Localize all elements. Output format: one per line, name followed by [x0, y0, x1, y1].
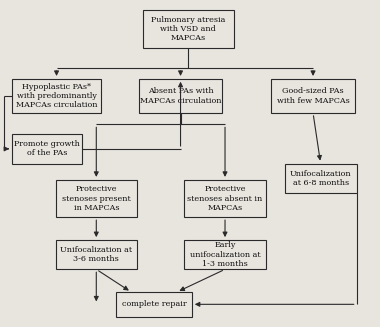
Bar — [12, 134, 82, 164]
Bar — [12, 79, 101, 113]
Bar — [184, 240, 266, 269]
Text: Pulmonary atresia
with VSD and
MAPCAs: Pulmonary atresia with VSD and MAPCAs — [151, 16, 225, 43]
Text: Absent PAs with
MAPCAs circulation: Absent PAs with MAPCAs circulation — [140, 87, 221, 105]
Text: Hypoplastic PAs*
with predominantly
MAPCAs circulation: Hypoplastic PAs* with predominantly MAPC… — [16, 83, 97, 109]
Bar — [116, 292, 192, 317]
Bar — [271, 79, 355, 113]
Text: Good-sized PAs
with few MAPCAs: Good-sized PAs with few MAPCAs — [277, 87, 350, 105]
Bar — [285, 164, 356, 193]
Text: Protective
stenoses present
in MAPCAs: Protective stenoses present in MAPCAs — [62, 185, 131, 212]
Bar — [55, 180, 137, 217]
Text: Unifocalization
at 6-8 months: Unifocalization at 6-8 months — [290, 170, 352, 187]
Bar — [142, 10, 234, 48]
Text: Unifocalization at
3-6 months: Unifocalization at 3-6 months — [60, 246, 132, 263]
Bar — [184, 180, 266, 217]
Bar — [55, 240, 137, 269]
Text: complete repair: complete repair — [122, 300, 187, 308]
Text: Protective
stenoses absent in
MAPCAs: Protective stenoses absent in MAPCAs — [187, 185, 263, 212]
Bar — [139, 79, 222, 113]
Text: Early
unifocalization at
1-3 months: Early unifocalization at 1-3 months — [190, 241, 260, 268]
Text: Promote growth
of the PAs: Promote growth of the PAs — [14, 140, 80, 157]
